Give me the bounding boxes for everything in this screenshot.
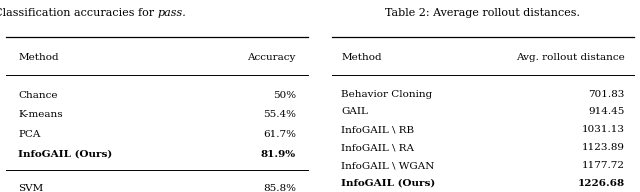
Text: PCA: PCA — [19, 130, 41, 139]
Text: Method: Method — [341, 53, 381, 62]
Text: Chance: Chance — [19, 91, 58, 100]
Text: Method: Method — [19, 53, 59, 62]
Text: SVM: SVM — [19, 184, 44, 192]
Text: 55.4%: 55.4% — [263, 110, 296, 119]
Text: 50%: 50% — [273, 91, 296, 100]
Text: 914.45: 914.45 — [588, 108, 625, 117]
Text: 85.8%: 85.8% — [263, 184, 296, 192]
Text: pass.: pass. — [157, 7, 186, 17]
Text: 61.7%: 61.7% — [263, 130, 296, 139]
Text: Table 1: Classification accuracies for: Table 1: Classification accuracies for — [0, 7, 157, 17]
Text: 1031.13: 1031.13 — [582, 125, 625, 134]
Text: Behavior Cloning: Behavior Cloning — [341, 90, 433, 99]
Text: InfoGAIL (Ours): InfoGAIL (Ours) — [341, 179, 435, 188]
Text: 1177.72: 1177.72 — [582, 161, 625, 170]
Text: GAIL: GAIL — [341, 108, 368, 117]
Text: 1123.89: 1123.89 — [582, 143, 625, 152]
Text: InfoGAIL (Ours): InfoGAIL (Ours) — [19, 150, 113, 159]
Text: InfoGAIL \ RB: InfoGAIL \ RB — [341, 125, 414, 134]
Text: Accuracy: Accuracy — [248, 53, 296, 62]
Text: InfoGAIL \ WGAN: InfoGAIL \ WGAN — [341, 161, 435, 170]
Text: 81.9%: 81.9% — [260, 150, 296, 159]
Text: K-means: K-means — [19, 110, 63, 119]
Text: 701.83: 701.83 — [588, 90, 625, 99]
Text: Avg. rollout distance: Avg. rollout distance — [516, 53, 625, 62]
Text: Table 2: Average rollout distances.: Table 2: Average rollout distances. — [385, 7, 580, 17]
Text: InfoGAIL \ RA: InfoGAIL \ RA — [341, 143, 414, 152]
Text: 1226.68: 1226.68 — [577, 179, 625, 188]
